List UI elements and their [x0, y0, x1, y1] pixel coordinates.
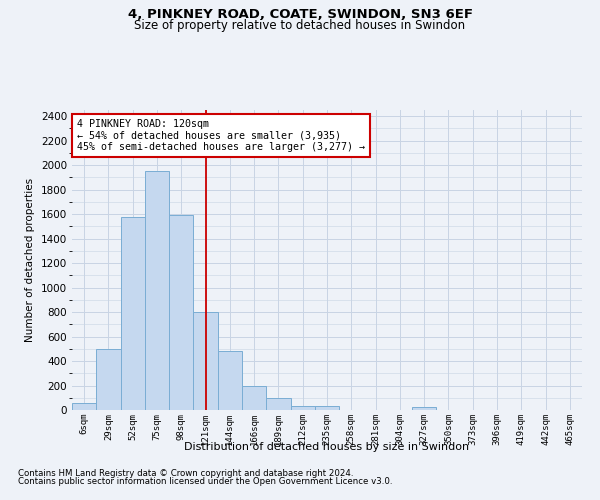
Bar	[218, 351, 242, 410]
Text: Size of property relative to detached houses in Swindon: Size of property relative to detached ho…	[134, 19, 466, 32]
Bar	[193, 312, 218, 410]
Y-axis label: Number of detached properties: Number of detached properties	[25, 178, 35, 342]
Bar	[72, 402, 96, 410]
Bar	[169, 216, 193, 410]
Bar	[145, 171, 169, 410]
Bar	[315, 406, 339, 410]
Text: 4, PINKNEY ROAD, COATE, SWINDON, SN3 6EF: 4, PINKNEY ROAD, COATE, SWINDON, SN3 6EF	[128, 8, 473, 20]
Text: Distribution of detached houses by size in Swindon: Distribution of detached houses by size …	[184, 442, 470, 452]
Text: Contains HM Land Registry data © Crown copyright and database right 2024.: Contains HM Land Registry data © Crown c…	[18, 468, 353, 477]
Bar	[290, 406, 315, 410]
Bar	[266, 398, 290, 410]
Bar	[242, 386, 266, 410]
Text: Contains public sector information licensed under the Open Government Licence v3: Contains public sector information licen…	[18, 477, 392, 486]
Bar	[96, 349, 121, 410]
Text: 4 PINKNEY ROAD: 120sqm
← 54% of detached houses are smaller (3,935)
45% of semi-: 4 PINKNEY ROAD: 120sqm ← 54% of detached…	[77, 119, 365, 152]
Bar	[412, 407, 436, 410]
Bar	[121, 216, 145, 410]
